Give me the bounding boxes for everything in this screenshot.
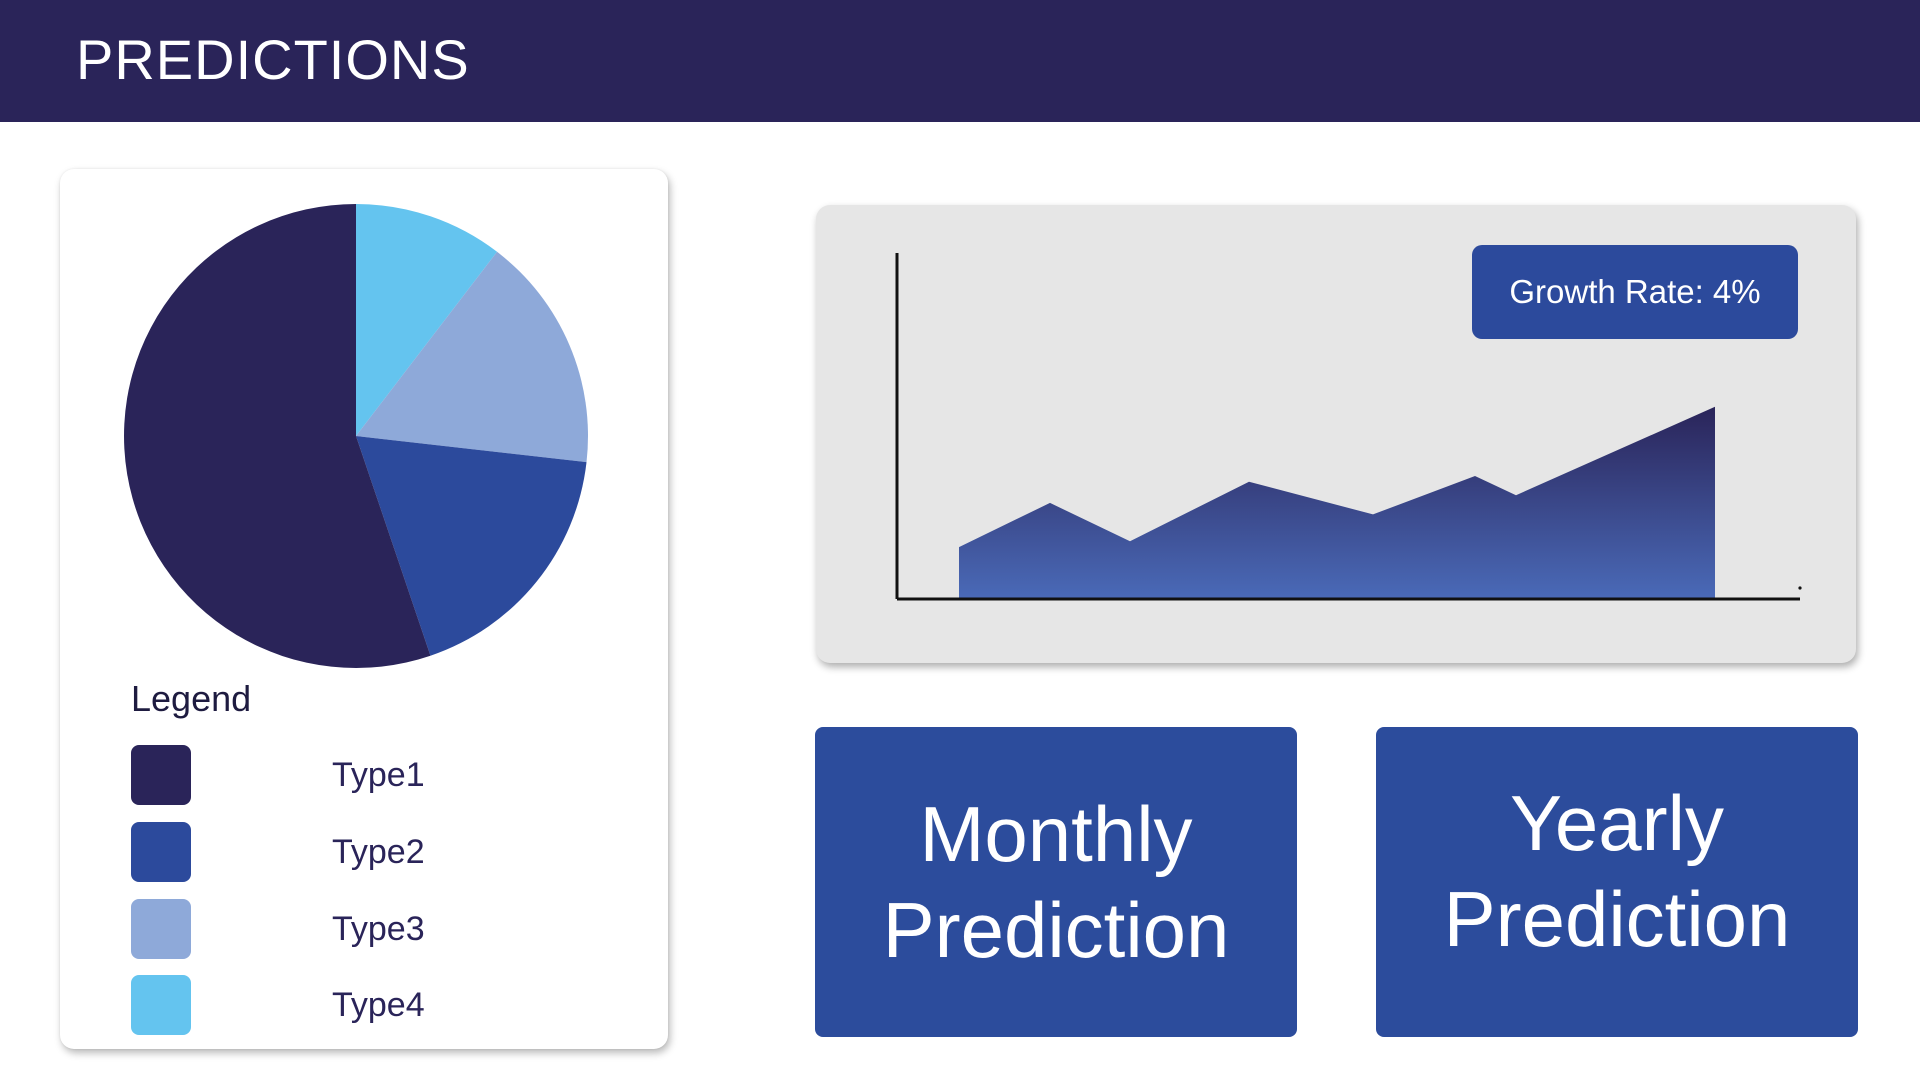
growth-rate-badge: Growth Rate: 4% xyxy=(1472,245,1798,339)
monthly-line1: Monthly xyxy=(919,790,1193,878)
yearly-line2: Prediction xyxy=(1443,875,1791,963)
header-bar: PREDICTIONS xyxy=(0,0,1920,122)
monthly-prediction-label: Monthly Prediction xyxy=(815,786,1297,978)
page-title: PREDICTIONS xyxy=(76,28,470,91)
growth-rate-text: Growth Rate: 4% xyxy=(1509,273,1761,310)
pie-slice-type4 xyxy=(356,204,498,436)
monthly-line2: Prediction xyxy=(882,886,1230,974)
legend-title: Legend xyxy=(131,678,252,719)
legend-label: Type4 xyxy=(332,986,425,1024)
legend-label: Type3 xyxy=(332,910,425,948)
pie-slice-type3 xyxy=(356,251,589,463)
growth-chart-card: Growth Rate: 4% xyxy=(816,205,1856,663)
legend-item-type4: Type4 xyxy=(131,975,531,1035)
legend-label: Type1 xyxy=(332,756,425,794)
pie-chart xyxy=(124,204,589,668)
pie-slice-type2 xyxy=(356,436,587,656)
growth-area-chart xyxy=(895,253,1802,601)
legend-item-type3: Type3 xyxy=(131,899,531,959)
legend-label: Type2 xyxy=(332,833,425,871)
pie-chart-card: Legend Type1 Type2 Type3 Type4 xyxy=(60,169,668,1049)
axis-end-dot xyxy=(1798,586,1802,590)
yearly-prediction-label: Yearly Prediction xyxy=(1376,775,1858,967)
legend-item-type1: Type1 xyxy=(131,745,531,805)
pie-slice-type1 xyxy=(124,204,431,668)
area-series xyxy=(959,406,1715,599)
legend-swatch xyxy=(131,745,191,805)
legend-swatch xyxy=(131,899,191,959)
yearly-line1: Yearly xyxy=(1510,779,1724,867)
legend-item-type2: Type2 xyxy=(131,822,531,882)
yearly-prediction-button[interactable]: Yearly Prediction xyxy=(1376,727,1858,1037)
legend-swatch xyxy=(131,822,191,882)
legend-swatch xyxy=(131,975,191,1035)
monthly-prediction-button[interactable]: Monthly Prediction xyxy=(815,727,1297,1037)
